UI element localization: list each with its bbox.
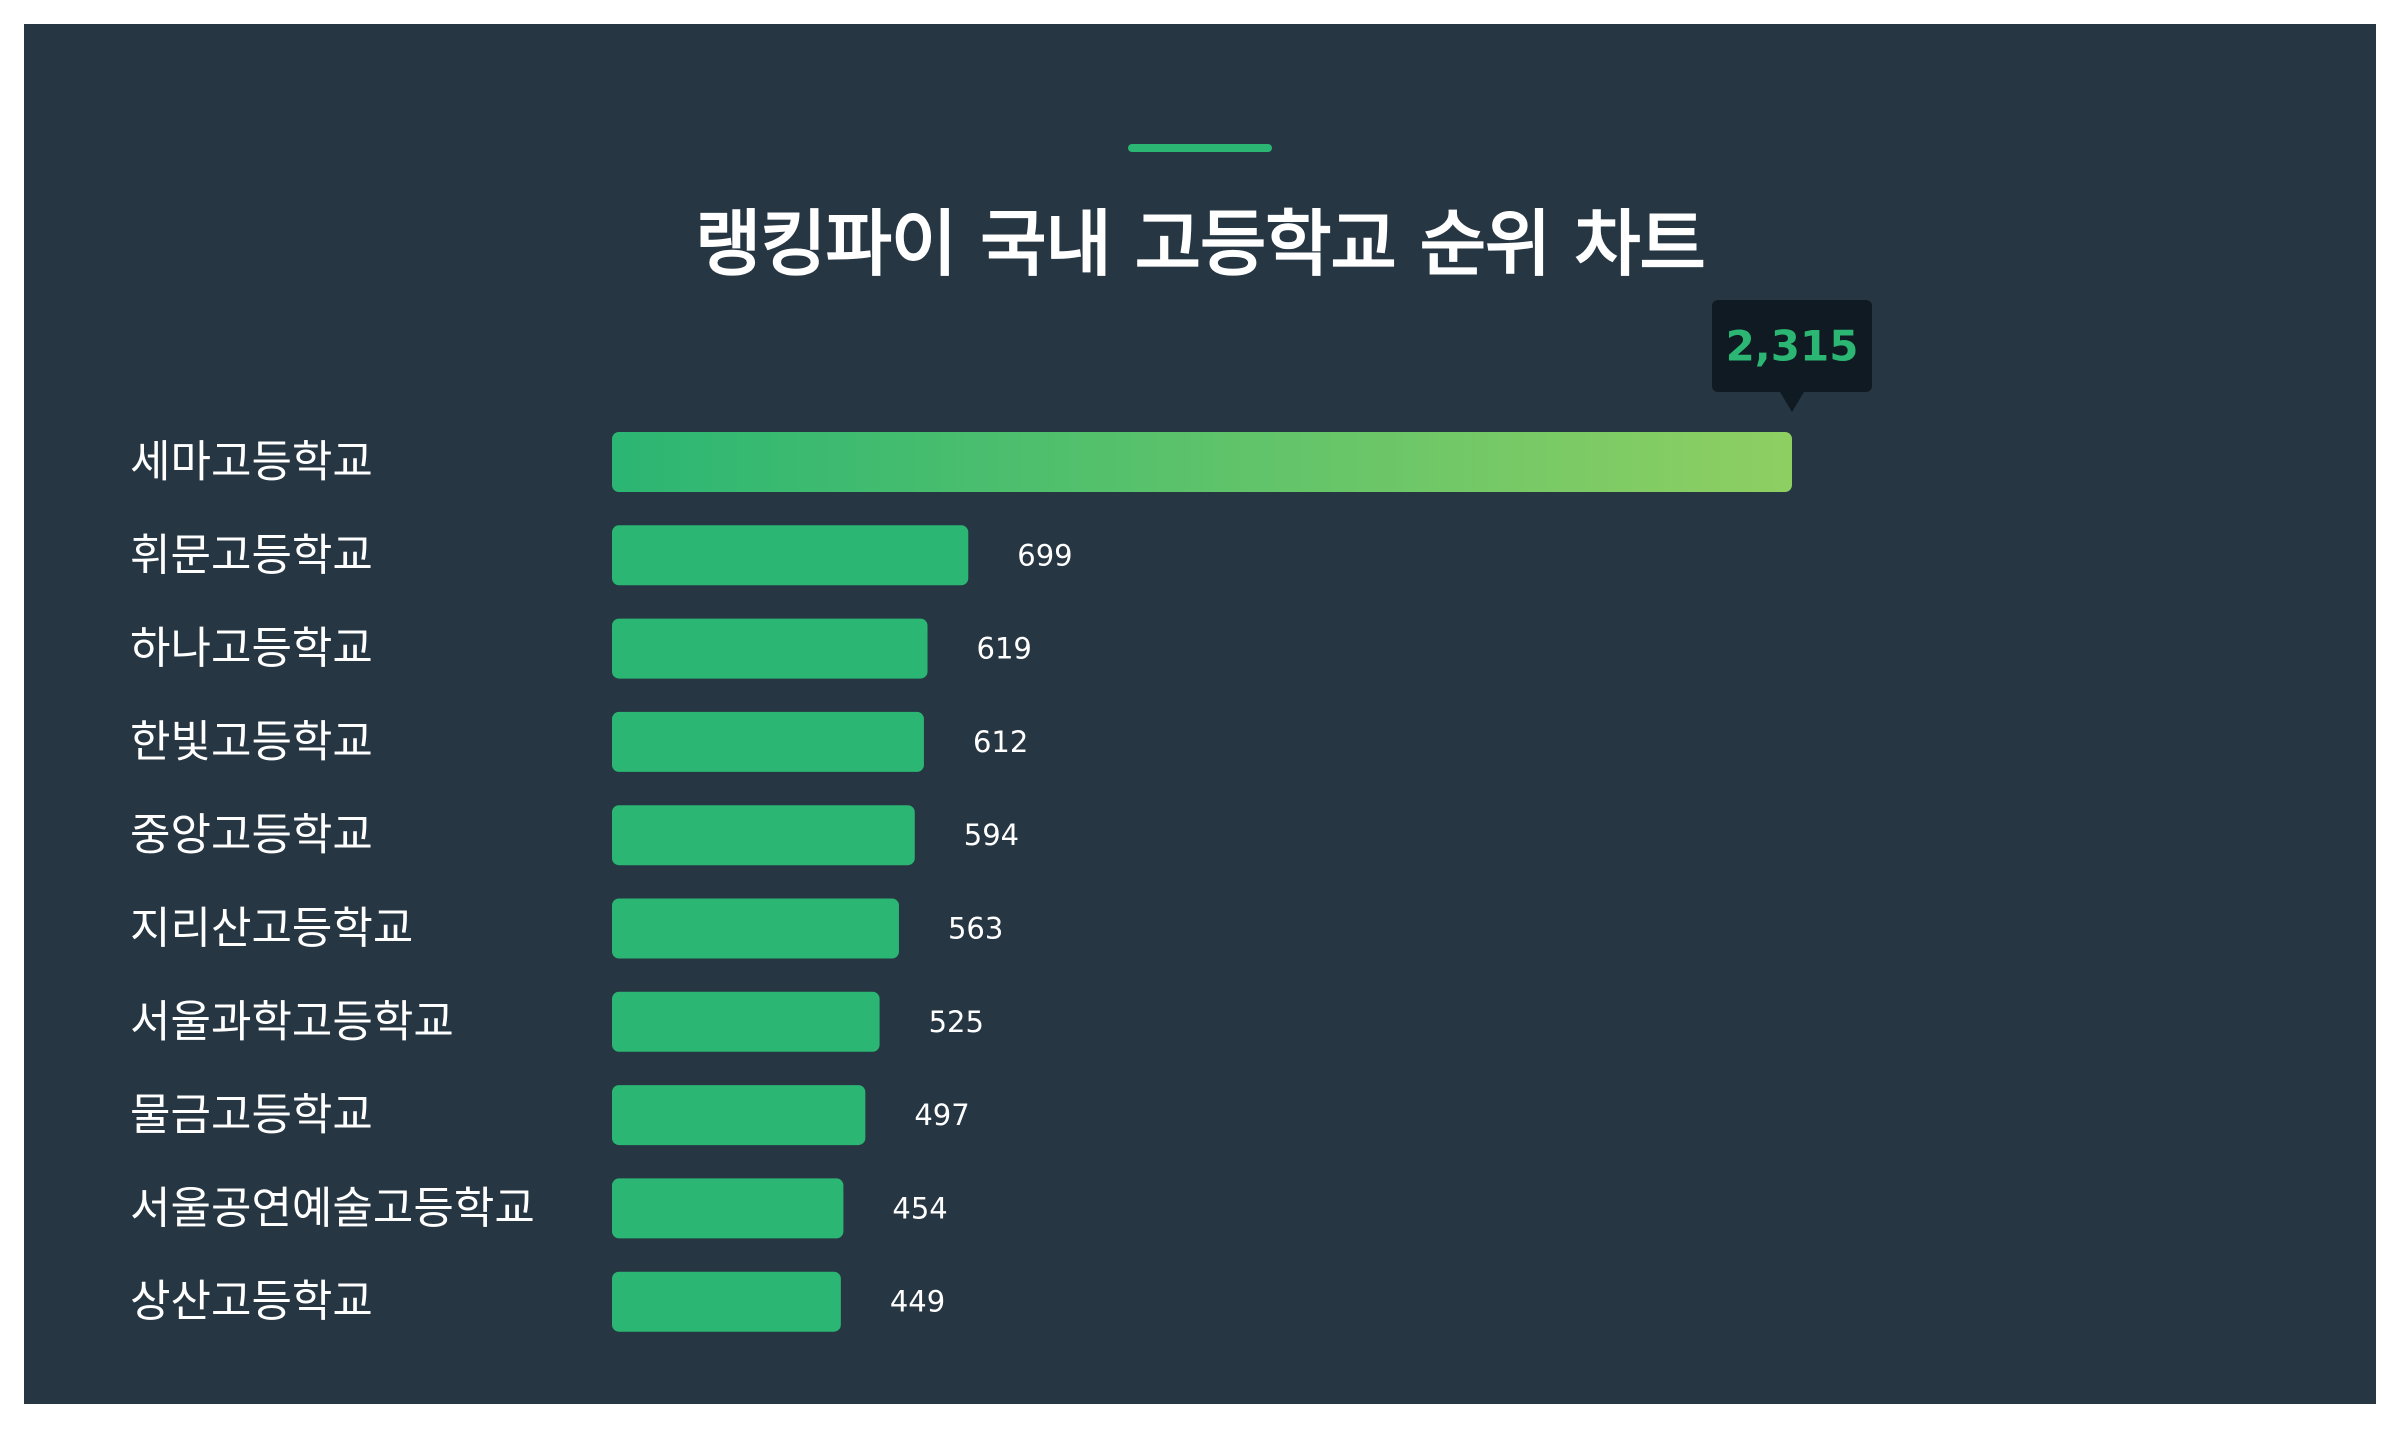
category-label: 지리산고등학교: [130, 903, 413, 954]
category-label: 세마고등학교: [130, 437, 373, 488]
chart-panel: 랭킹파이 국내 고등학교 순위 차트 세마고등학교 2,315 휘문고등학교 699 하…: [24, 24, 2376, 1404]
value-label: 449: [890, 1285, 945, 1319]
category-label: 물금고등학교: [130, 1090, 373, 1141]
tooltip-box: [1712, 300, 1872, 392]
value-label: 612: [973, 725, 1028, 759]
category-label: 중앙고등학교: [130, 810, 373, 861]
value-label: 454: [892, 1191, 947, 1225]
value-label: 594: [964, 818, 1019, 852]
category-label: 하나고등학교: [130, 623, 373, 674]
value-label: 497: [914, 1098, 969, 1132]
bar: [612, 898, 899, 959]
value-label: 699: [1017, 538, 1072, 572]
bar: [612, 525, 969, 586]
title-accent-line: [1128, 144, 1272, 152]
bar: [612, 1271, 841, 1332]
tooltip-pointer: [1780, 392, 1804, 412]
category-label: 상산고등학교: [130, 1276, 373, 1327]
bar: [612, 711, 924, 772]
bar: [612, 618, 928, 679]
value-tooltip: 2,315: [1712, 300, 1872, 412]
category-label: 서울과학고등학교: [130, 996, 454, 1047]
category-label: 한빛고등학교: [130, 716, 373, 767]
bar: [612, 805, 915, 866]
bar-highlight: [612, 432, 1792, 492]
value-label: 525: [929, 1005, 984, 1039]
bar: [612, 1085, 866, 1146]
bar: [612, 991, 880, 1052]
value-label: 563: [948, 912, 1003, 946]
bar: [612, 1178, 844, 1239]
category-label: 서울공연예술고등학교: [130, 1183, 535, 1234]
category-label: 휘문고등학교: [130, 530, 373, 581]
bar-chart: 세마고등학교 2,315 휘문고등학교 699 하나고등학교 619 한빛고등학교 612 중앙…: [130, 300, 1872, 1332]
chart-title: 랭킹파이 국내 고등학교 순위 차트: [695, 202, 1706, 286]
value-label: 619: [977, 632, 1032, 666]
value-label: 2,315: [1726, 322, 1859, 371]
